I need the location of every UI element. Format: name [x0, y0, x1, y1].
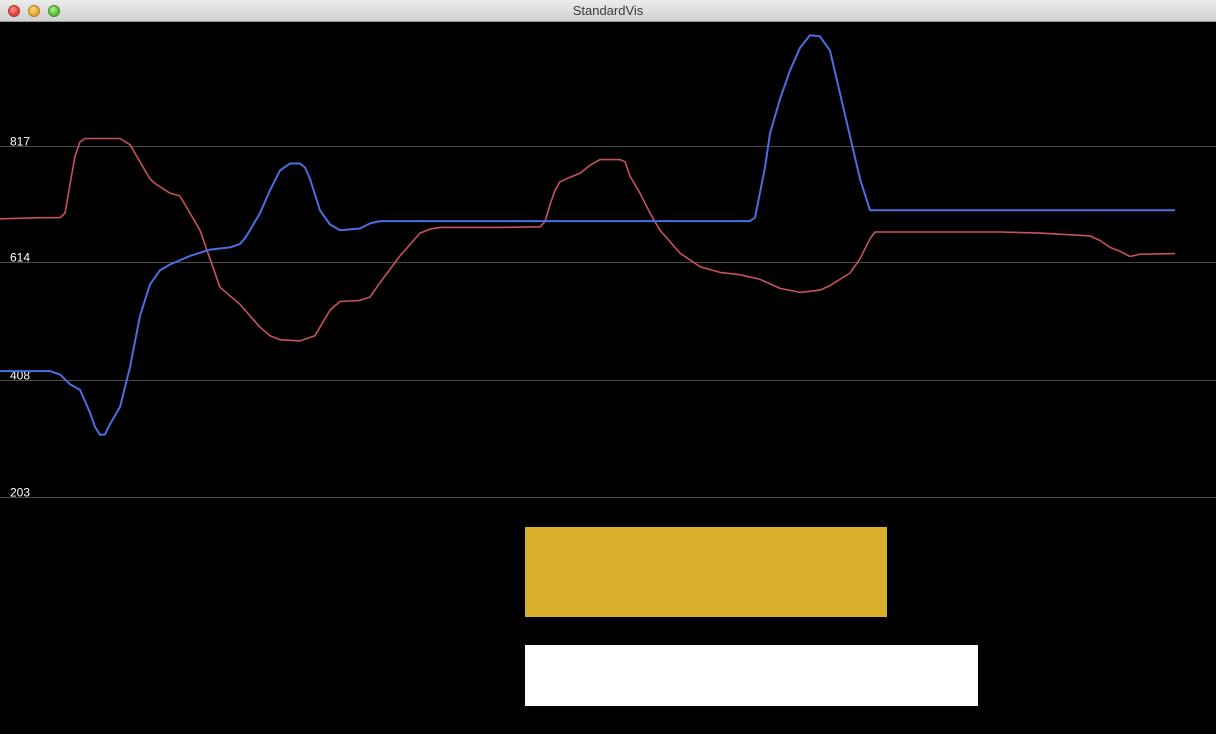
minimize-button[interactable]: [28, 5, 40, 17]
series-line-1: [0, 137, 1176, 342]
y-tick-label: 203: [10, 486, 30, 500]
zoom-button[interactable]: [48, 5, 60, 17]
series-line-2: [0, 34, 1175, 436]
title-bar[interactable]: StandardVis: [0, 0, 1216, 22]
close-button[interactable]: [8, 5, 20, 17]
window-title: StandardVis: [572, 3, 644, 18]
y-tick-label: 614: [10, 251, 30, 265]
gold-bar: [525, 527, 887, 617]
white-bar: [525, 645, 978, 706]
y-tick-label: 817: [10, 135, 30, 149]
grid-lines: [0, 146, 1216, 498]
series-lines: [0, 34, 1176, 436]
